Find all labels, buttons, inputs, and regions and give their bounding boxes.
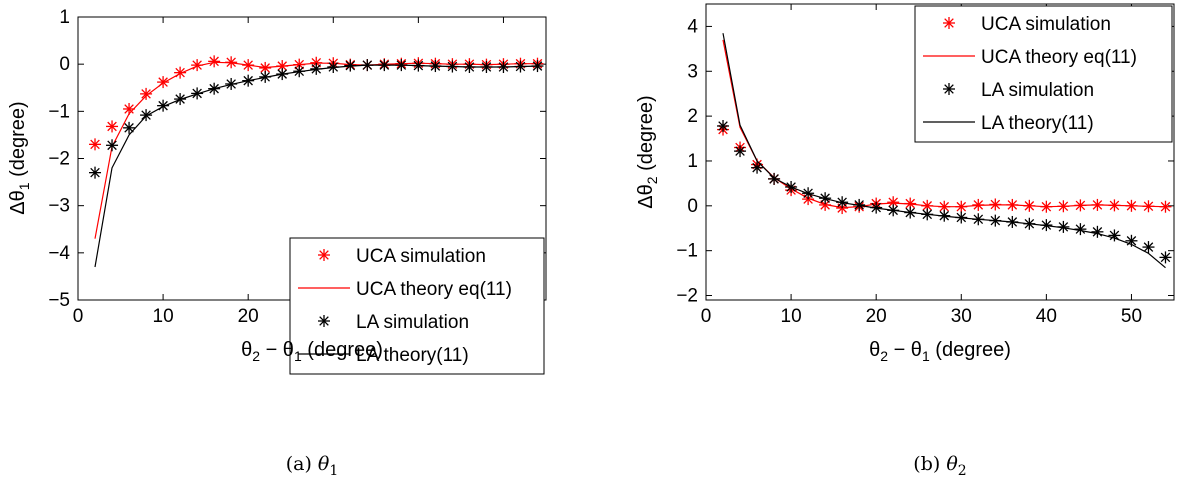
legend-label: UCA simulation	[356, 246, 486, 267]
x-axis-label: θ2 − θ1 (degree)	[869, 339, 1011, 364]
data-point	[1091, 225, 1104, 238]
x-tick-label: 0	[701, 306, 712, 327]
x-tick-label: 10	[781, 306, 802, 327]
legend-entry: UCA simulation	[943, 14, 1111, 35]
data-point	[140, 87, 153, 100]
y-tick-label: 3	[687, 61, 698, 82]
y-tick-label: −4	[48, 243, 70, 264]
legend-label: UCA theory eq(11)	[981, 47, 1137, 68]
y-tick-label: 1	[59, 7, 70, 28]
legend-entry: LA simulation	[943, 80, 1094, 101]
legend-label: LA theory(11)	[356, 345, 469, 366]
y-tick-label: 0	[687, 196, 698, 217]
x-tick-label: 20	[866, 306, 887, 327]
data-point	[1159, 251, 1172, 264]
legend-label: UCA simulation	[981, 14, 1111, 35]
data-point	[768, 172, 781, 185]
x-axis-label: θ2 − θ1 (degree)	[241, 339, 383, 364]
data-point	[106, 120, 119, 133]
y-axis-label: Δθ2 (degree)	[635, 95, 660, 208]
legend-marker-swatch	[318, 315, 330, 327]
y-tick-label: −3	[48, 196, 70, 217]
legend-entry: LA theory(11)	[298, 345, 469, 366]
axis-ticks: 0 10 20 30 40 50 −2 −1 0 1 2 3 4	[676, 4, 1174, 327]
data-point	[751, 161, 764, 174]
data-point	[174, 66, 187, 79]
y-tick-label: 1	[687, 151, 698, 172]
y-tick-label: −2	[676, 286, 698, 307]
y-tick-label: −5	[48, 290, 70, 311]
data-point	[208, 55, 221, 68]
y-tick-label: 0	[59, 54, 70, 75]
x-tick-label: 30	[951, 306, 972, 327]
series-line	[722, 33, 1166, 269]
data-point	[717, 119, 730, 132]
legend-entry: UCA theory eq(11)	[923, 47, 1137, 68]
data-point	[157, 99, 170, 112]
series-layer	[89, 55, 544, 268]
legend-entry: UCA simulation	[318, 246, 486, 267]
legend-label: UCA theory eq(11)	[356, 279, 512, 300]
x-tick-label: 40	[1036, 306, 1057, 327]
y-tick-label: −1	[676, 241, 698, 262]
series-line	[94, 64, 538, 268]
data-point	[140, 109, 153, 122]
data-point	[89, 138, 102, 151]
legend-entry: LA simulation	[318, 312, 469, 333]
legend-box	[914, 5, 1173, 143]
legend-marker-swatch	[318, 249, 330, 261]
legend: UCA simulation UCA theory eq(11) LA simula…	[914, 5, 1173, 143]
legend-label: LA simulation	[981, 80, 1094, 101]
y-axis-label: Δθ1 (degree)	[7, 101, 32, 214]
data-point	[89, 166, 102, 179]
x-tick-label: 0	[73, 306, 84, 327]
y-tick-label: −2	[48, 149, 70, 170]
legend-entry: LA theory(11)	[923, 113, 1094, 134]
data-point	[123, 121, 136, 134]
y-tick-label: 2	[687, 106, 698, 127]
x-tick-label: 10	[153, 306, 174, 327]
legend: UCA simulation UCA theory eq(11) LA simula…	[289, 237, 545, 375]
panel-b: 0 10 20 30 40 50 −2 −1 0 1 2 3 4 UCA simulation UCA t…	[635, 3, 1175, 479]
data-point	[1142, 241, 1155, 254]
data-point	[887, 196, 900, 209]
legend-box	[289, 237, 545, 375]
legend-label: LA simulation	[356, 312, 469, 333]
series-line	[722, 39, 1166, 209]
series-layer	[717, 33, 1172, 269]
x-tick-label: 20	[238, 306, 259, 327]
panel-caption: (b) θ2	[913, 453, 966, 479]
y-tick-label: 4	[687, 16, 698, 37]
legend-marker-swatch	[943, 83, 955, 95]
legend-marker-swatch	[943, 17, 955, 29]
data-point	[734, 145, 747, 158]
y-tick-label: −1	[48, 101, 70, 122]
legend-label: LA theory(11)	[981, 113, 1094, 134]
data-point	[106, 139, 119, 152]
data-point	[1074, 223, 1087, 236]
legend-entry: UCA theory eq(11)	[298, 279, 512, 300]
x-tick-label: 50	[1121, 306, 1142, 327]
data-point	[1108, 229, 1121, 242]
panel-caption: (a) θ1	[286, 453, 339, 479]
